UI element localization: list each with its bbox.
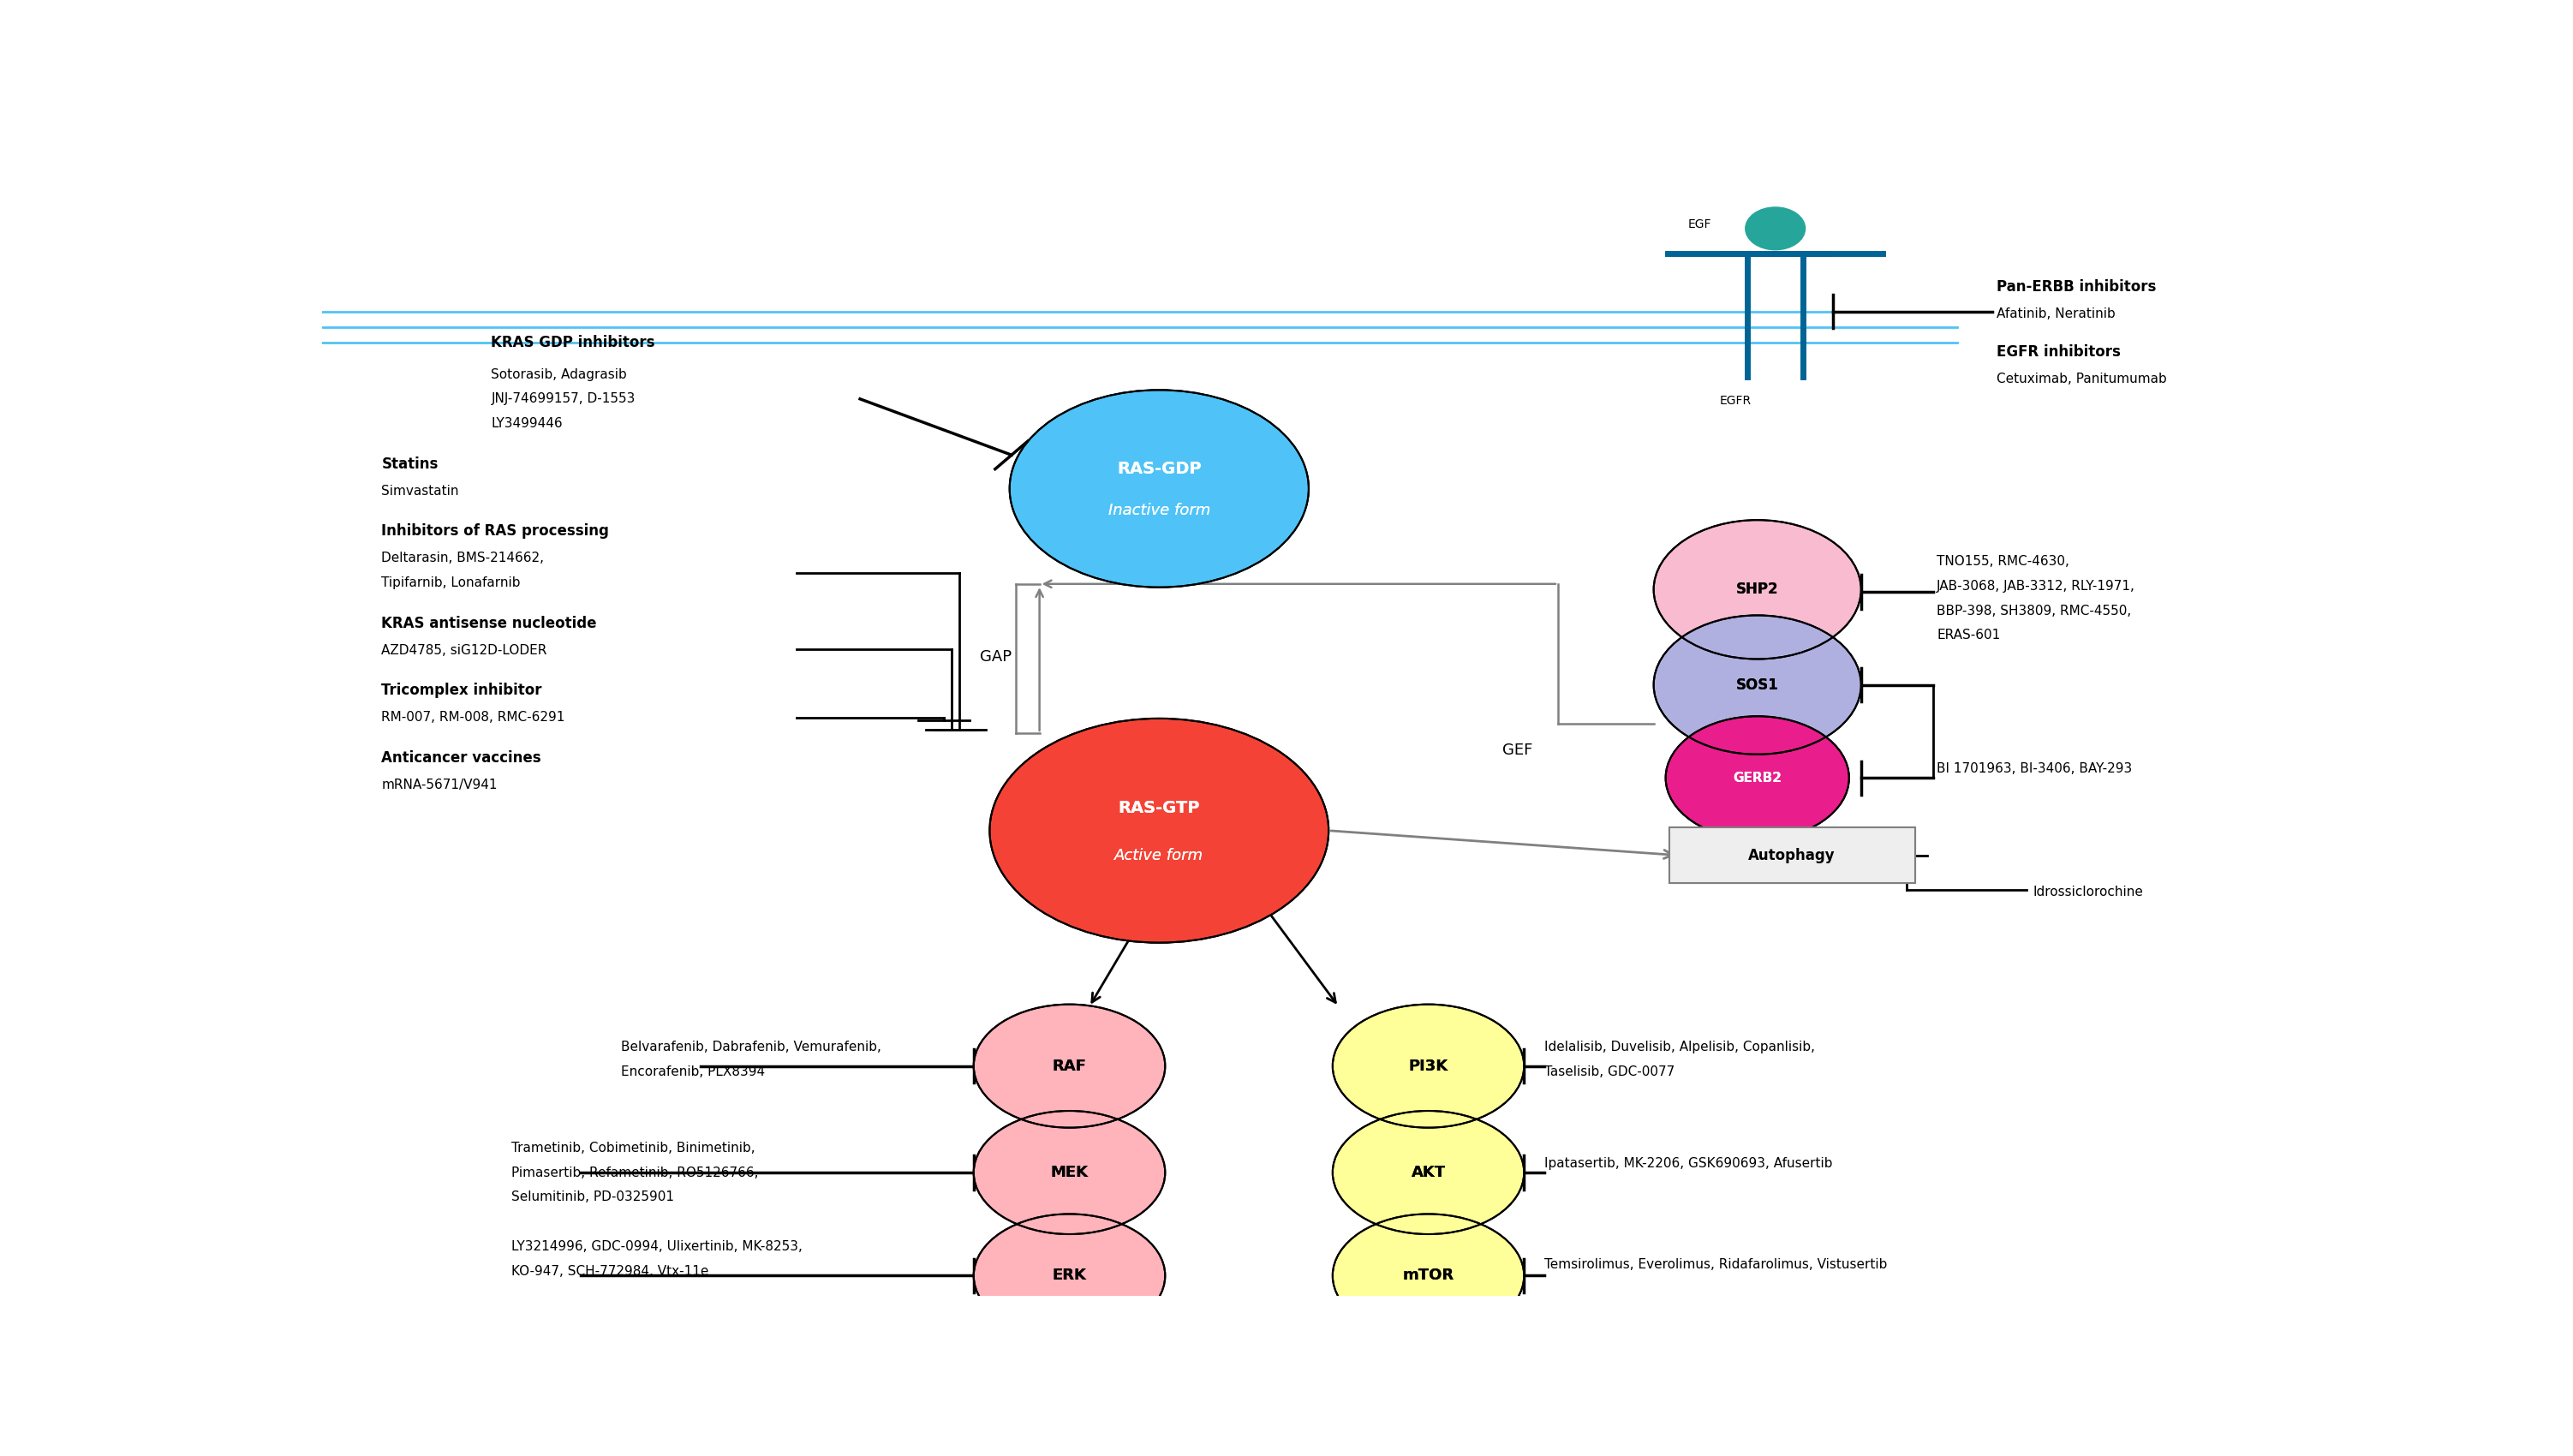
Text: BBP-398, SH3809, RMC-4550,: BBP-398, SH3809, RMC-4550,: [1937, 604, 2130, 617]
Text: Pimasertib, Refametinib, RO5126766,: Pimasertib, Refametinib, RO5126766,: [512, 1166, 759, 1179]
Text: ERK: ERK: [1052, 1268, 1086, 1283]
Ellipse shape: [1665, 716, 1850, 840]
Text: Active form: Active form: [1114, 847, 1204, 863]
Text: Selumitinib, PD-0325901: Selumitinib, PD-0325901: [512, 1191, 674, 1204]
Text: Statins: Statins: [381, 456, 437, 472]
Ellipse shape: [1009, 390, 1310, 587]
Text: Cetuximab, Panitumumab: Cetuximab, Panitumumab: [1997, 373, 2166, 386]
Text: Inactive form: Inactive form: [1109, 502, 1209, 518]
Ellipse shape: [1333, 1214, 1523, 1337]
Text: AKT: AKT: [1410, 1165, 1446, 1181]
Text: GERB2: GERB2: [1734, 772, 1781, 785]
Text: Belvarafenib, Dabrafenib, Vemurafenib,: Belvarafenib, Dabrafenib, Vemurafenib,: [620, 1041, 880, 1053]
Text: mTOR: mTOR: [1402, 1268, 1454, 1283]
Text: Temsirolimus, Everolimus, Ridafarolimus, Vistusertib: Temsirolimus, Everolimus, Ridafarolimus,…: [1544, 1258, 1886, 1271]
Text: LY3214996, GDC-0994, Ulixertinib, MK-8253,: LY3214996, GDC-0994, Ulixertinib, MK-825…: [512, 1241, 803, 1254]
Text: AZD4785, siG12D-LODER: AZD4785, siG12D-LODER: [381, 644, 548, 657]
Text: EGF: EGF: [1688, 218, 1711, 230]
Text: Afatinib, Neratinib: Afatinib, Neratinib: [1997, 307, 2115, 320]
Text: Ipatasertib, MK-2206, GSK690693, Afusertib: Ipatasertib, MK-2206, GSK690693, Afusert…: [1544, 1158, 1832, 1171]
Text: EGFR inhibitors: EGFR inhibitors: [1997, 344, 2120, 360]
Text: Tricomplex inhibitor: Tricomplex inhibitor: [381, 683, 543, 697]
Ellipse shape: [1009, 390, 1310, 587]
FancyBboxPatch shape: [1670, 827, 1914, 884]
Text: Sotorasib, Adagrasib: Sotorasib, Adagrasib: [491, 368, 628, 380]
Text: RAS-GDP: RAS-GDP: [1117, 460, 1202, 478]
Text: mTOR: mTOR: [1402, 1268, 1454, 1283]
Text: Encorafenib, PLX8394: Encorafenib, PLX8394: [620, 1066, 764, 1077]
Text: ERK: ERK: [1052, 1268, 1086, 1283]
Ellipse shape: [1654, 520, 1860, 660]
Text: RAS-GTP: RAS-GTP: [1119, 799, 1199, 817]
Text: RAS-GTP: RAS-GTP: [1119, 799, 1199, 817]
Text: Pan-ERBB inhibitors: Pan-ERBB inhibitors: [1997, 280, 2156, 294]
Text: PI3K: PI3K: [1407, 1059, 1449, 1073]
Ellipse shape: [991, 718, 1328, 942]
Ellipse shape: [973, 1005, 1166, 1128]
Ellipse shape: [991, 718, 1328, 942]
Text: KRAS GDP inhibitors: KRAS GDP inhibitors: [491, 335, 656, 351]
Text: Trametinib, Cobimetinib, Binimetinib,: Trametinib, Cobimetinib, Binimetinib,: [512, 1142, 754, 1155]
Text: MEK: MEK: [1050, 1165, 1088, 1181]
Text: ERAS-601: ERAS-601: [1937, 629, 1999, 642]
Text: Idelalisib, Duvelisib, Alpelisib, Copanlisib,: Idelalisib, Duvelisib, Alpelisib, Copanl…: [1544, 1041, 1814, 1053]
Ellipse shape: [973, 1214, 1166, 1337]
Ellipse shape: [973, 1111, 1166, 1235]
Ellipse shape: [1654, 616, 1860, 754]
Ellipse shape: [973, 1214, 1166, 1337]
Text: GERB2: GERB2: [1734, 772, 1781, 785]
Text: JNJ-74699157, D-1553: JNJ-74699157, D-1553: [491, 393, 636, 405]
Text: Active form: Active form: [1114, 847, 1204, 863]
Text: Inactive form: Inactive form: [1109, 502, 1209, 518]
Ellipse shape: [1665, 716, 1850, 840]
Ellipse shape: [1333, 1005, 1523, 1128]
Text: BI 1701963, BI-3406, BAY-293: BI 1701963, BI-3406, BAY-293: [1937, 763, 2133, 776]
Text: RM-007, RM-008, RMC-6291: RM-007, RM-008, RMC-6291: [381, 711, 566, 724]
Ellipse shape: [1654, 616, 1860, 754]
Ellipse shape: [973, 1005, 1166, 1128]
Text: JAB-3068, JAB-3312, RLY-1971,: JAB-3068, JAB-3312, RLY-1971,: [1937, 579, 2136, 593]
Ellipse shape: [1333, 1214, 1523, 1337]
Text: TNO155, RMC-4630,: TNO155, RMC-4630,: [1937, 555, 2069, 568]
Text: GEF: GEF: [1503, 743, 1534, 757]
Text: mRNA-5671/V941: mRNA-5671/V941: [381, 778, 497, 791]
Text: RAF: RAF: [1052, 1059, 1086, 1073]
Ellipse shape: [1654, 520, 1860, 660]
Text: Deltarasin, BMS-214662,: Deltarasin, BMS-214662,: [381, 552, 543, 565]
Text: KO-947, SCH-772984, Vtx-11e: KO-947, SCH-772984, Vtx-11e: [512, 1265, 708, 1277]
Text: RAF: RAF: [1052, 1059, 1086, 1073]
Text: SOS1: SOS1: [1737, 677, 1778, 693]
Text: Anticancer vaccines: Anticancer vaccines: [381, 750, 540, 766]
Text: Simvastatin: Simvastatin: [381, 485, 458, 498]
Text: KRAS antisense nucleotide: KRAS antisense nucleotide: [381, 616, 597, 630]
Text: Tipifarnib, Lonafarnib: Tipifarnib, Lonafarnib: [381, 577, 520, 590]
Text: SHP2: SHP2: [1737, 582, 1778, 597]
Text: Inhibitors of RAS processing: Inhibitors of RAS processing: [381, 524, 610, 539]
Text: Idrossiclorochine: Idrossiclorochine: [2033, 885, 2143, 898]
Text: EGFR: EGFR: [1719, 395, 1752, 408]
Text: AKT: AKT: [1410, 1165, 1446, 1181]
Text: MEK: MEK: [1050, 1165, 1088, 1181]
Text: Autophagy: Autophagy: [1747, 847, 1835, 863]
FancyBboxPatch shape: [1670, 827, 1914, 884]
Text: SHP2: SHP2: [1737, 582, 1778, 597]
Text: LY3499446: LY3499446: [491, 418, 563, 430]
Text: GAP: GAP: [980, 649, 1011, 664]
Ellipse shape: [1333, 1111, 1523, 1235]
Ellipse shape: [1333, 1005, 1523, 1128]
Text: PI3K: PI3K: [1407, 1059, 1449, 1073]
Text: Autophagy: Autophagy: [1747, 847, 1835, 863]
Text: RAS-GDP: RAS-GDP: [1117, 460, 1202, 478]
Ellipse shape: [1333, 1111, 1523, 1235]
Ellipse shape: [973, 1111, 1166, 1235]
Text: SOS1: SOS1: [1737, 677, 1778, 693]
Ellipse shape: [1744, 207, 1806, 250]
Text: Taselisib, GDC-0077: Taselisib, GDC-0077: [1544, 1066, 1675, 1077]
